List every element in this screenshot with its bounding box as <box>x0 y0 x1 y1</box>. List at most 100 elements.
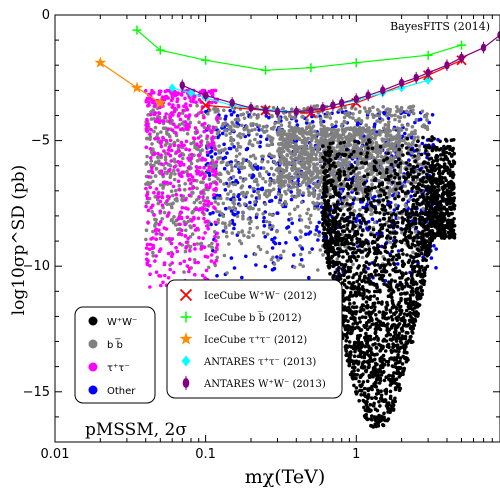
scatter-point <box>175 249 180 254</box>
scatter-point <box>232 110 236 114</box>
scatter-point <box>376 151 380 156</box>
scatter-point <box>228 220 232 224</box>
scatter-point <box>390 180 395 185</box>
scatter-point <box>222 253 227 258</box>
scatter-point <box>225 161 229 165</box>
scatter-point <box>223 121 228 125</box>
scatter-point <box>201 210 205 215</box>
scatter-point <box>295 237 299 242</box>
scatter-point <box>166 251 171 256</box>
scatter-point <box>232 182 236 187</box>
scatter-point <box>269 166 274 171</box>
scatter-point <box>355 159 360 164</box>
scatter-point <box>298 229 303 233</box>
scatter-point <box>226 171 231 175</box>
scatter-point <box>279 185 283 190</box>
scatter-point <box>312 104 316 109</box>
scatter-point <box>395 126 400 130</box>
scatter-point <box>227 223 232 227</box>
scatter-point <box>316 207 321 211</box>
scatter-point <box>401 252 405 256</box>
scatter-point <box>180 111 185 115</box>
scatter-point <box>298 183 303 187</box>
scatter-point <box>241 157 246 161</box>
scatter-point <box>386 363 391 367</box>
scatter-point <box>203 158 208 162</box>
scatter-point <box>397 119 402 123</box>
scatter-point <box>347 245 351 250</box>
scatter-point <box>309 142 313 147</box>
scatter-point <box>230 231 235 235</box>
scatter-point <box>189 156 193 161</box>
scatter-point <box>342 183 346 188</box>
scatter-point <box>162 210 167 215</box>
scatter-point <box>408 197 412 202</box>
scatter-point <box>256 244 261 249</box>
scatter-point <box>418 168 423 172</box>
scatter-point <box>308 163 312 168</box>
scatter-point <box>298 214 302 218</box>
scatter-point <box>225 151 229 155</box>
scatter-point <box>412 154 417 158</box>
scatter-point <box>158 236 163 241</box>
scatter-point <box>350 177 355 181</box>
scatter-point <box>426 176 431 181</box>
scatter-point <box>180 170 185 174</box>
scatter-point <box>399 186 403 190</box>
scatter-point <box>434 247 439 251</box>
scatter-point <box>364 161 369 165</box>
scatter-point <box>229 138 233 143</box>
scatter-point <box>242 116 247 120</box>
scatter-point <box>297 167 301 171</box>
scatter-point <box>267 192 272 197</box>
scatter-point <box>306 179 311 183</box>
scatter-point <box>204 268 209 273</box>
scatter-point <box>387 373 392 378</box>
scatter-point <box>152 104 157 109</box>
scatter-point <box>321 119 326 124</box>
scatter-point <box>220 148 224 152</box>
scatter-point <box>165 214 170 218</box>
scatter-point <box>157 195 161 199</box>
scatter-point <box>243 177 248 181</box>
scatter-point <box>198 165 202 170</box>
scatter-point <box>242 202 247 206</box>
scatter-point <box>303 129 307 133</box>
scatter-point <box>222 142 226 147</box>
scatter-point <box>332 176 336 180</box>
scatter-point <box>393 113 397 117</box>
scatter-point <box>376 189 381 194</box>
scatter-point <box>304 152 309 157</box>
scatter-point <box>298 252 303 257</box>
scatter-point <box>212 188 216 192</box>
scatter-point <box>321 253 325 257</box>
scatter-point <box>416 135 420 139</box>
scatter-point <box>148 147 153 151</box>
scatter-point <box>149 168 154 173</box>
scatter-point <box>382 192 387 197</box>
scatter-point <box>244 254 248 259</box>
scatter-point <box>375 297 380 301</box>
scatter-point <box>366 266 370 271</box>
scatter-point <box>253 203 257 207</box>
scatter-point <box>262 224 267 228</box>
scatter-point <box>349 171 353 176</box>
scatter-point <box>295 148 299 153</box>
scatter-point <box>255 116 259 120</box>
scatter-point <box>178 210 183 214</box>
scatter-point <box>300 247 305 251</box>
scatter-point <box>377 114 382 118</box>
scatter-point <box>432 136 436 141</box>
scatter-point <box>298 262 302 267</box>
scatter-point <box>193 260 197 265</box>
scatter-point <box>183 96 187 101</box>
scatter-point <box>177 188 182 192</box>
scatter-point <box>379 389 383 394</box>
scatter-point <box>388 273 392 277</box>
scatter-point <box>183 198 188 202</box>
scatter-point <box>176 168 180 172</box>
scatter-point <box>398 356 403 360</box>
scatter-point <box>187 269 191 274</box>
scatter-point <box>375 286 379 290</box>
scatter-point <box>320 139 325 143</box>
